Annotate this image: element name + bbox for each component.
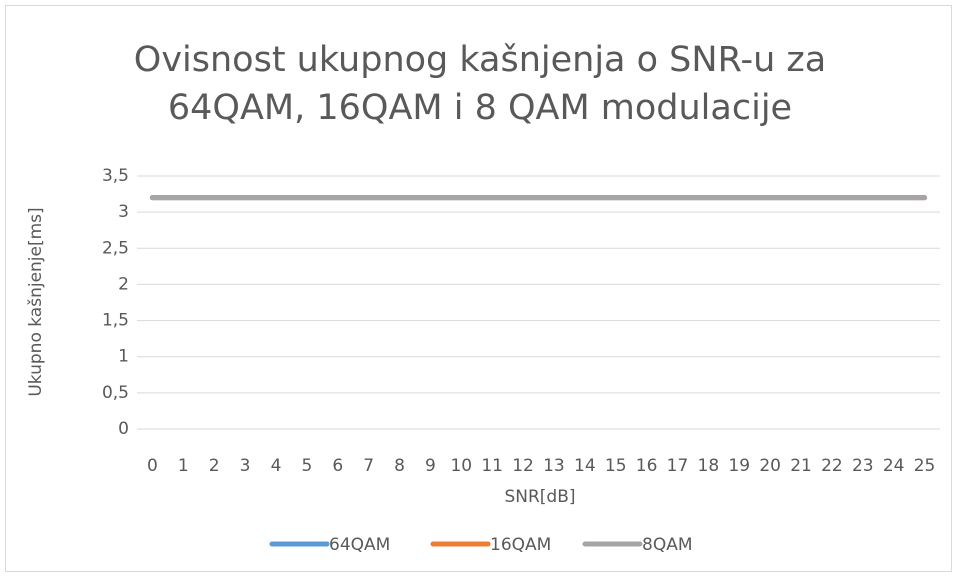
- x-axis-title: SNR[dB]: [504, 487, 575, 507]
- legend-label: 64QAM: [329, 535, 390, 555]
- x-tick-label: 24: [883, 456, 905, 476]
- x-tick-label: 3: [240, 456, 251, 476]
- x-tick-label: 20: [759, 456, 781, 476]
- y-tick-label: 0,5: [102, 383, 129, 403]
- x-tick-label: 17: [667, 456, 689, 476]
- x-tick-label: 6: [332, 456, 343, 476]
- x-tick-label: 25: [914, 456, 936, 476]
- x-tick-label: 4: [271, 456, 282, 476]
- x-tick-label: 10: [450, 456, 472, 476]
- x-tick-label: 2: [209, 456, 220, 476]
- y-tick-label: 1: [118, 347, 129, 367]
- legend-label: 8QAM: [642, 535, 693, 555]
- legend-label: 16QAM: [490, 535, 551, 555]
- y-tick-label: 3,5: [102, 166, 129, 186]
- x-tick-label: 1: [178, 456, 189, 476]
- x-tick-label: 5: [301, 456, 312, 476]
- chart-title: Ovisnost ukupnog kašnjenja o SNR-u za 64…: [133, 40, 827, 128]
- y-tick-label: 1,5: [102, 311, 129, 331]
- x-tick-label: 16: [636, 456, 658, 476]
- x-tick-label: 0: [147, 456, 158, 476]
- y-tick-label: 3: [118, 202, 129, 222]
- x-tick-label: 21: [790, 456, 812, 476]
- x-tick-label: 18: [698, 456, 720, 476]
- x-tick-label: 7: [363, 456, 374, 476]
- x-tick-label: 8: [394, 456, 405, 476]
- x-tick-label: 14: [574, 456, 596, 476]
- chart-border: [5, 5, 952, 572]
- y-axis-title: Ukupno kašnjenje[ms]: [26, 207, 46, 396]
- x-tick-label: 13: [543, 456, 565, 476]
- x-tick-label: 12: [512, 456, 534, 476]
- x-tick-label: 22: [821, 456, 843, 476]
- x-tick-label: 19: [728, 456, 750, 476]
- x-tick-label: 23: [852, 456, 874, 476]
- x-tick-label: 9: [425, 456, 436, 476]
- x-tick-label: 11: [481, 456, 503, 476]
- y-tick-label: 2: [118, 274, 129, 294]
- x-tick-label: 15: [605, 456, 627, 476]
- y-tick-label: 0: [118, 419, 129, 439]
- y-tick-label: 2,5: [102, 238, 129, 258]
